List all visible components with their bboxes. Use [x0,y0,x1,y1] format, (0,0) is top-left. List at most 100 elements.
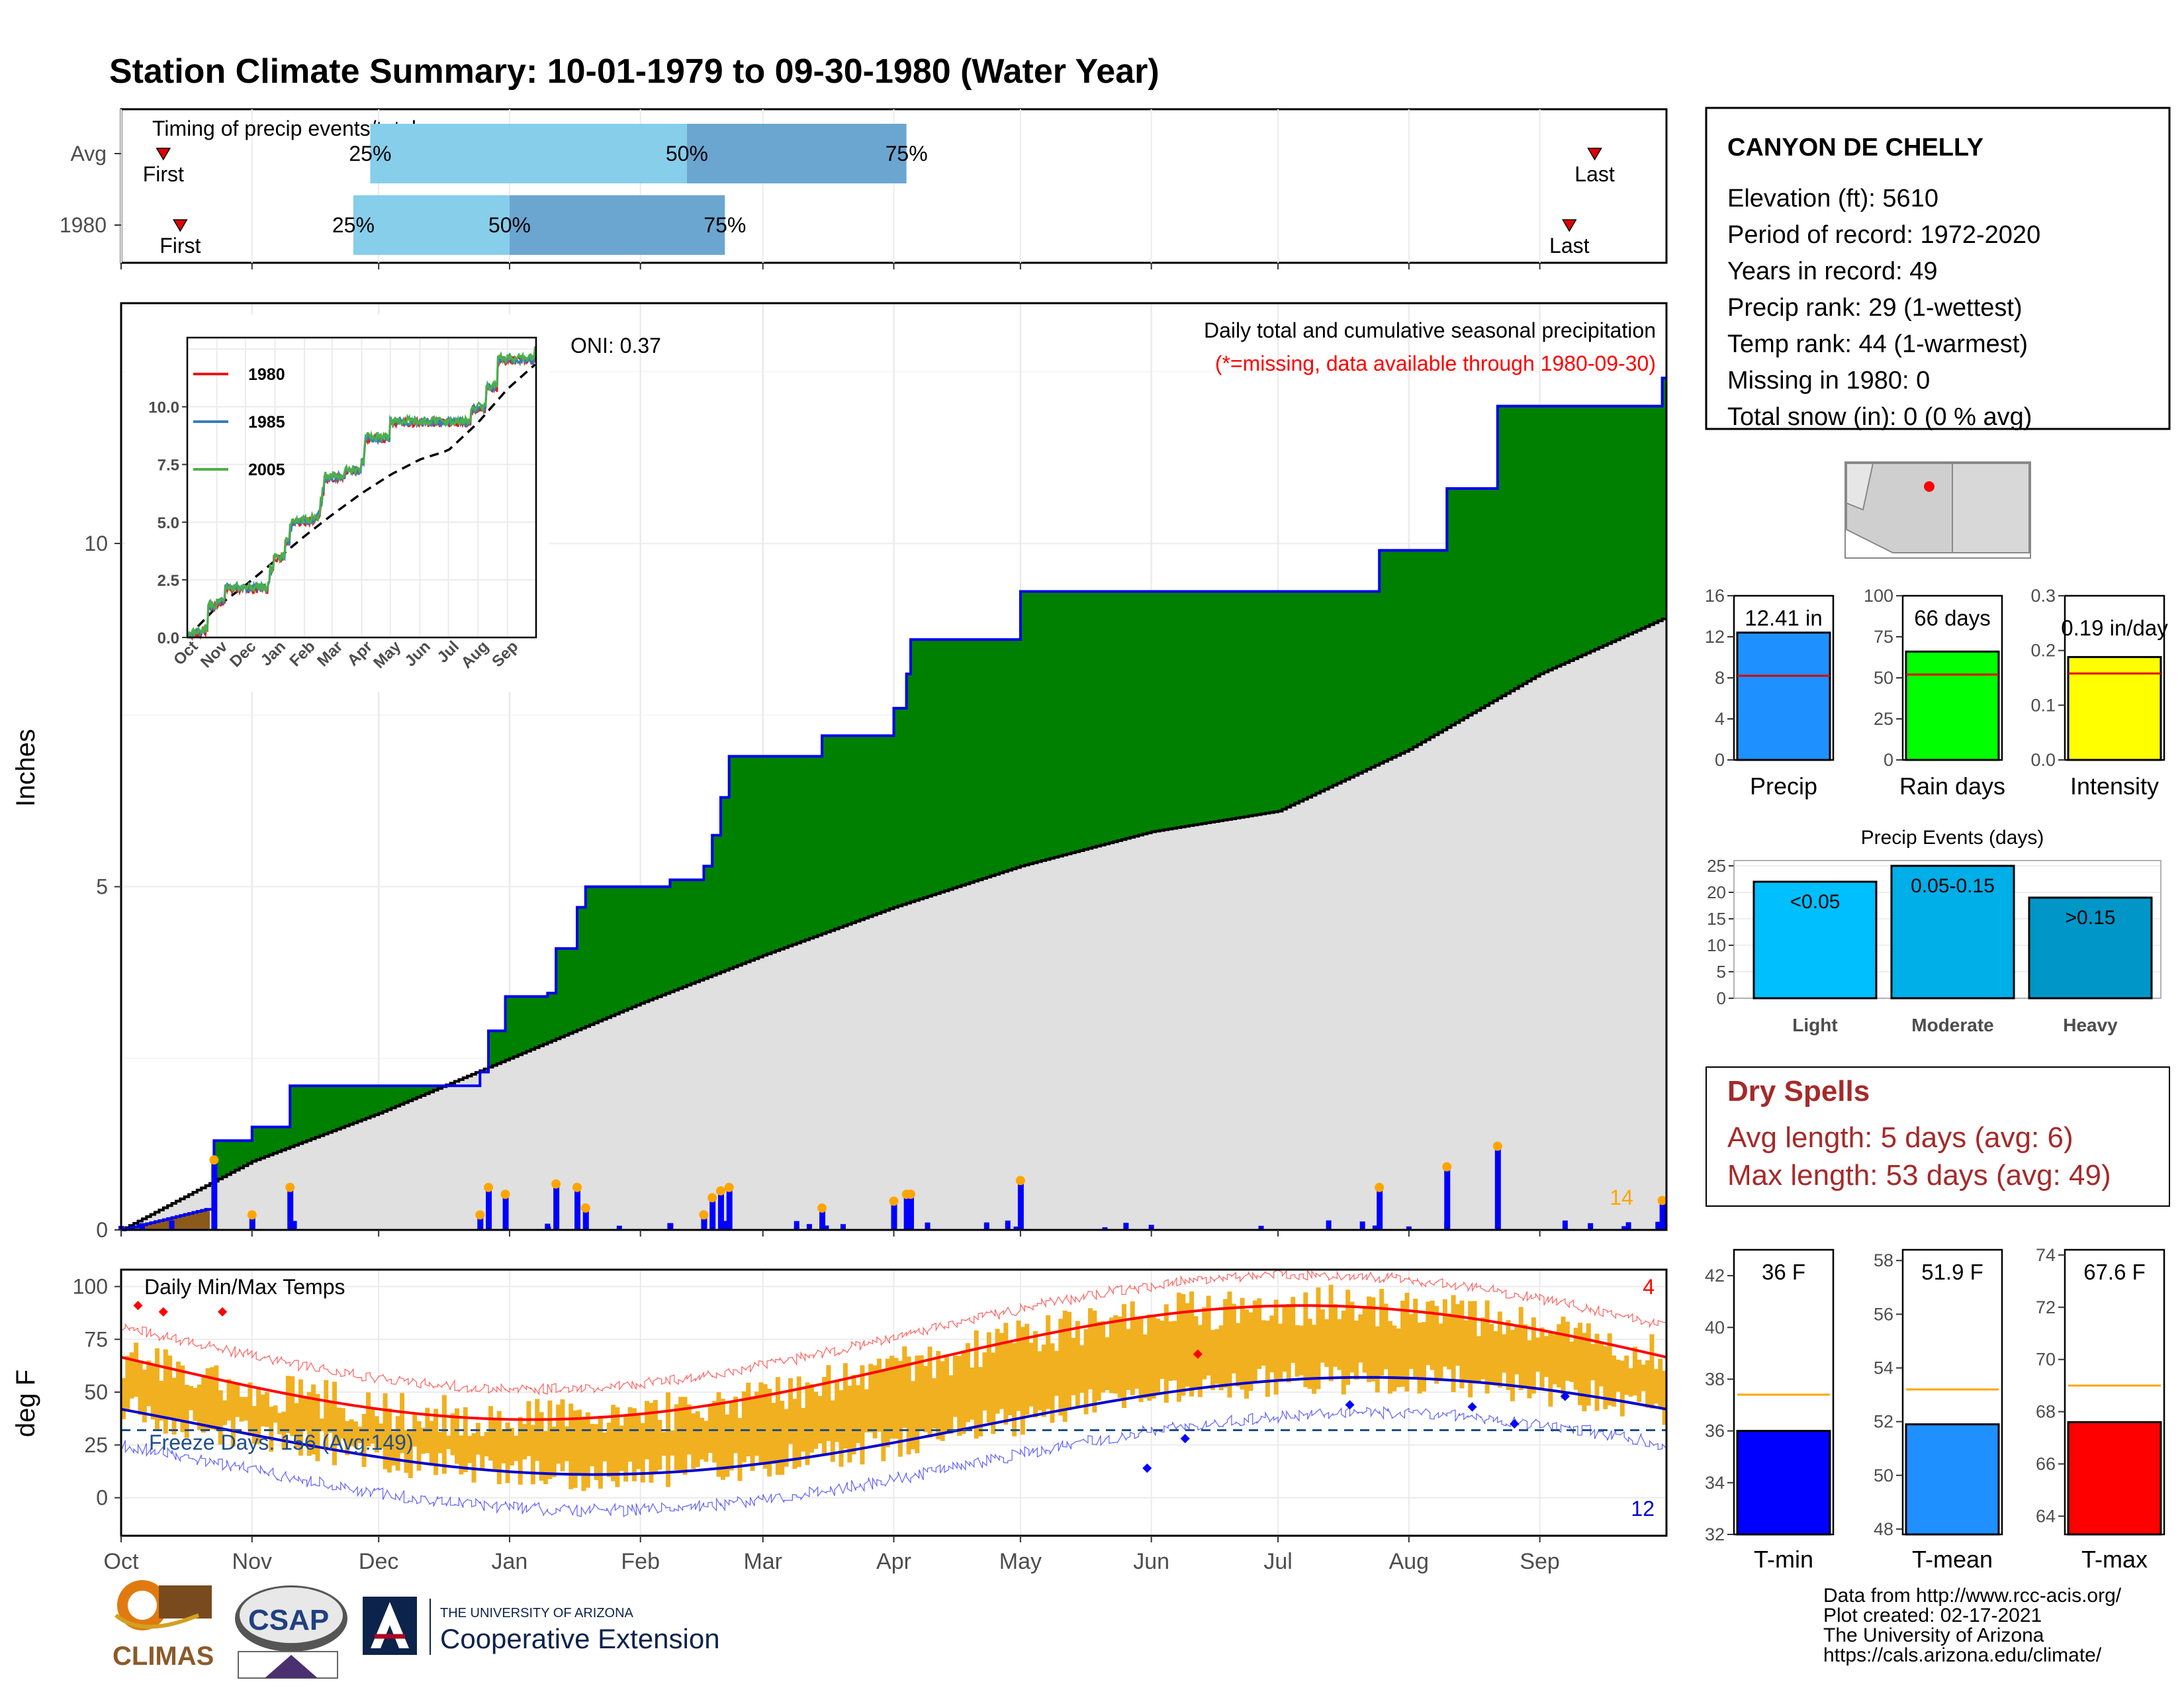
daily-temp-range-bar [1586,1323,1591,1406]
daily-temp-range-bar [1046,1315,1051,1409]
daily-temp-range-bar [788,1378,793,1444]
summary-value-label: 0.19 in/day [2061,616,2168,640]
station-line: Precip rank: 29 (1-wettest) [1727,294,2023,322]
daily-temp-range-bar [1442,1299,1447,1367]
events-ytick-label: 20 [1707,882,1726,902]
daily-temp-range-bar [598,1415,603,1489]
daily-temp-range-bar [1557,1324,1562,1388]
precip-ytick-label: 5 [96,874,108,898]
daily-precip-bar [1102,1227,1108,1230]
average-tmin-line [120,1376,1667,1476]
daily-precip-bar [582,1209,589,1230]
daily-temp-range-bar [496,1411,502,1485]
daily-temp-range-bar [125,1356,130,1411]
station-line: Years in record: 49 [1727,258,1938,285]
daily-temp-range-bar [1312,1325,1317,1394]
daily-precip-bar [722,1221,728,1230]
daily-temp-range-bar [1582,1333,1587,1412]
daily-precip-bar [1359,1221,1365,1230]
station-line: Total snow (in): 0 (0 % avg) [1727,403,2032,431]
daily-precip-bar [794,1227,799,1230]
daily-temp-range-bar [1375,1326,1380,1393]
daily-precip-bar [840,1224,846,1230]
daily-temp-range-bar [1594,1333,1600,1411]
ua-small-text: THE UNIVERSITY OF ARIZONA [440,1606,634,1620]
month-tick-label: Aug [1389,1549,1430,1574]
daily-temp-range-bar [1438,1323,1443,1382]
daily-temp-range-bar [1075,1321,1080,1408]
daily-precip-bar [1148,1225,1154,1230]
daily-temp-range-bar [175,1361,181,1422]
daily-temp-range-bar [400,1393,405,1454]
daily-temp-range-bar [1236,1323,1241,1387]
daily-temp-range-bar [1156,1319,1161,1393]
daily-temp-range-bar [1523,1324,1528,1388]
timing-p50-label: 50% [666,142,708,165]
temp-summary-value-label: 67.6 F [2083,1260,2146,1284]
temp-summary-ytick-label: 38 [1705,1369,1725,1389]
daily-temp-range-bar [1607,1333,1612,1406]
daily-temp-range-bar [1645,1360,1651,1408]
daily-temp-range-bar [615,1407,620,1487]
temp-summary-bar [1905,1423,2000,1536]
summary-bar-label: Precip [1750,773,1817,800]
daily-temp-range-bar [1291,1297,1296,1363]
daily-temp-range-bar [1028,1342,1034,1407]
daily-temp-range-bar [455,1408,459,1464]
daily-temp-range-bar [1539,1327,1545,1389]
csap-logo: CSAP [235,1585,347,1679]
dry-spells-max: Max length: 53 days (avg: 49) [1727,1159,2111,1192]
daily-temp-range-bar [1109,1317,1114,1393]
inset-ytick-label: 7.5 [158,457,179,475]
daily-temp-range-bar [395,1416,400,1471]
summary-bar-label: Intensity [2070,773,2159,800]
daily-temp-range-bar [1455,1304,1460,1366]
average-cumulative-area [121,619,1666,1230]
daily-temp-range-bar [1240,1297,1245,1390]
daily-temp-range-bar [1016,1320,1021,1411]
timing-p25-label: 25% [349,142,391,165]
daily-temp-range-bar [1168,1321,1173,1382]
temp-ylabel: deg F [11,1370,40,1437]
daily-temp-range-bar [1096,1321,1101,1401]
daily-temp-range-bar [704,1421,709,1462]
daily-temp-range-bar [1459,1300,1465,1389]
month-tick-label: Nov [232,1549,272,1574]
temp-summary-bar [2067,1421,2162,1536]
heavy-precip-marker [484,1182,494,1192]
daily-temp-range-bar [1527,1340,1532,1399]
daily-temp-range-bar [260,1394,265,1427]
daily-precip-bar [1625,1222,1631,1230]
daily-temp-range-bar [201,1375,206,1433]
daily-temp-range-bar [1426,1301,1431,1366]
daily-temp-range-bar [868,1364,874,1432]
daily-precip-bar [1406,1226,1412,1230]
daily-temp-range-bar [1649,1334,1655,1409]
daily-temp-range-bar [860,1365,865,1465]
daily-temp-range-bar [1619,1360,1625,1417]
daily-temp-range-bar [480,1436,485,1470]
daily-temp-range-bar [653,1399,658,1472]
daily-temp-range-bar [737,1418,743,1481]
daily-temp-range-bar [383,1393,388,1470]
daily-temp-range-bar [509,1427,514,1466]
events-ytick-label: 25 [1707,856,1726,876]
events-ytick-label: 0 [1717,988,1726,1008]
daily-temp-range-bar [1353,1320,1359,1380]
daily-precip-bar [726,1188,733,1230]
daily-temp-range-bar [264,1391,269,1427]
daily-temp-range-bar [627,1407,633,1462]
daily-temp-range-bar [686,1404,692,1455]
daily-precip-bar [502,1196,509,1230]
daily-temp-range-bar [1421,1322,1426,1392]
climas-logo: CLIMAS [113,1580,214,1671]
daily-temp-range-bar [1332,1304,1338,1367]
inset-legend-label: 2005 [248,461,285,479]
daily-temp-range-bar [374,1416,379,1453]
daily-temp-range-bar [1451,1295,1456,1392]
daily-temp-range-bar [1087,1308,1093,1389]
daily-temp-range-bar [881,1370,886,1462]
daily-temp-range-bar [1447,1313,1452,1370]
daily-temp-range-bar [429,1421,434,1466]
temp-summary-ytick-label: 72 [2036,1297,2056,1317]
